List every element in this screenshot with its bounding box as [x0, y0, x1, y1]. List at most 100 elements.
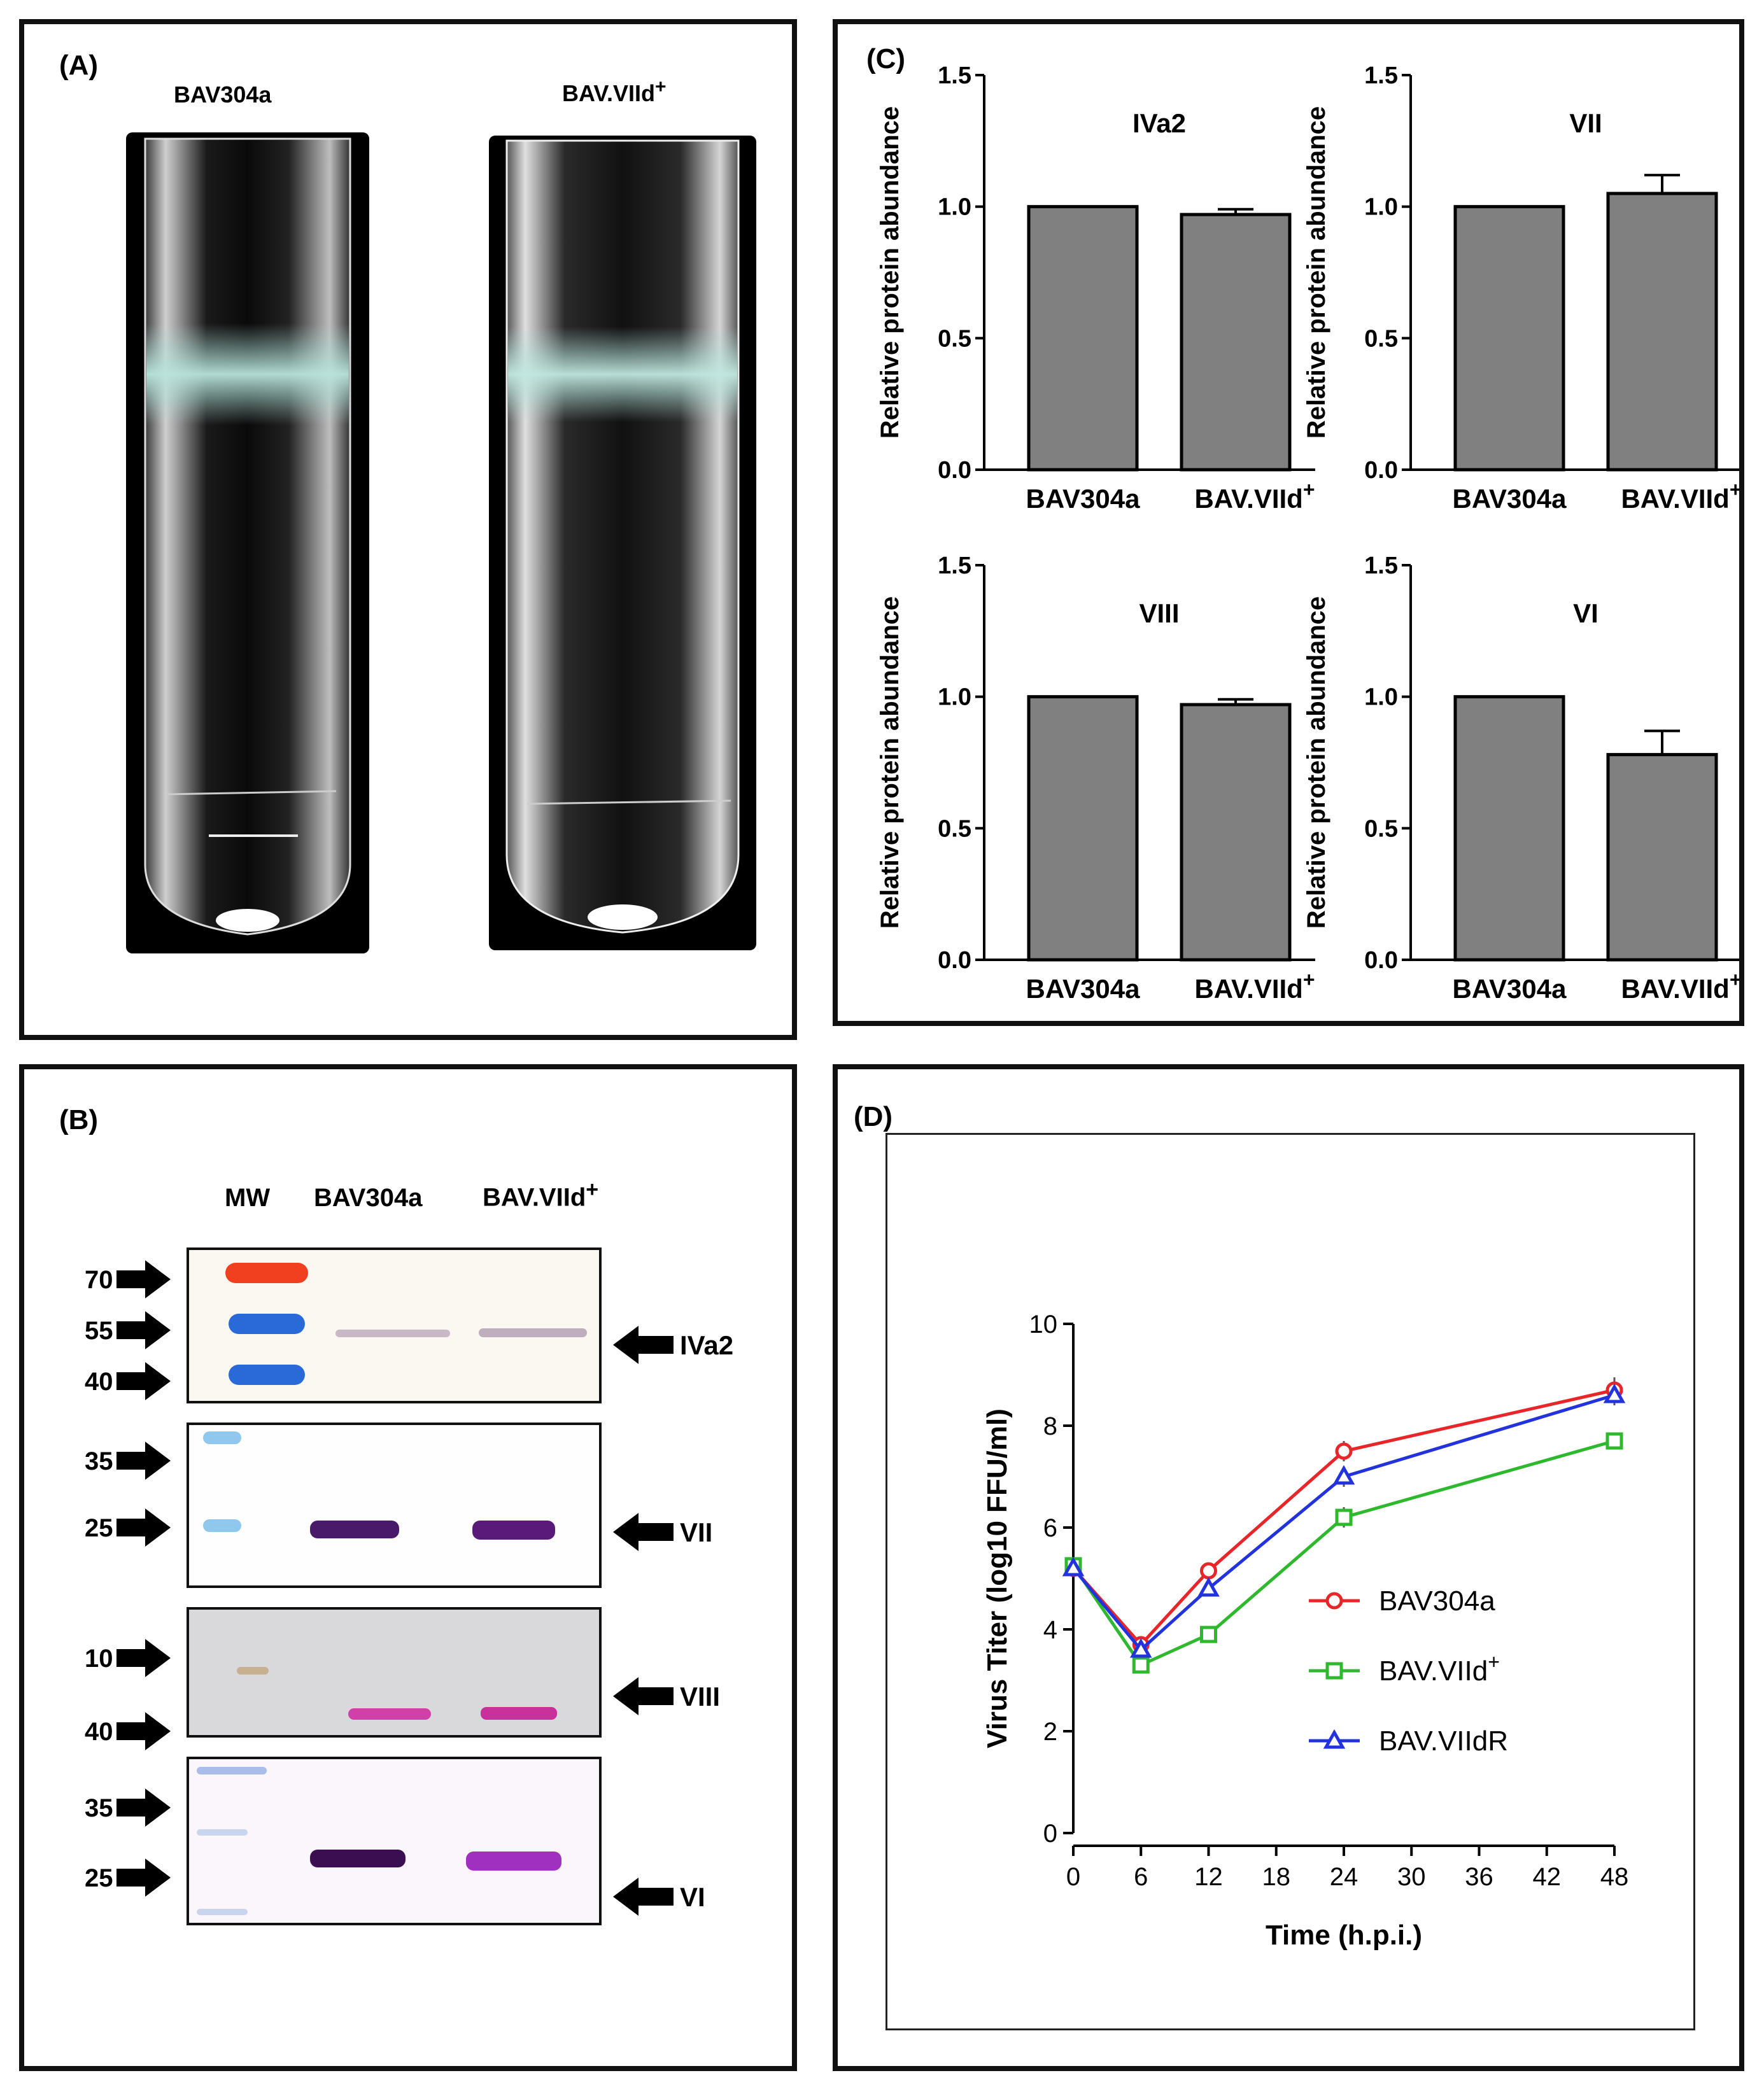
y-axis-label: Relative protein abundance — [876, 106, 904, 439]
y-tick-label: 1.5 — [938, 62, 971, 89]
chart-title: IVa2 — [1132, 108, 1186, 138]
y-tick-label: 1.5 — [1364, 62, 1398, 89]
marker-band-35 — [203, 1431, 241, 1444]
blot-annotations-vii: 35 25 VII — [85, 1442, 712, 1551]
x-tick-label: BAV304a — [1026, 484, 1141, 514]
data-point — [1603, 1383, 1626, 1403]
panel-b-annotations: 70 55 40 IVa2 35 25 VII 10 VIII 40 35 25 VI — [85, 1260, 733, 1916]
y-tick-label: 1.0 — [1364, 684, 1398, 711]
x-tick-label: 6 — [1134, 1863, 1148, 1891]
y-tick-label: 0.0 — [1364, 947, 1398, 974]
col-mw-label: MW — [225, 1184, 271, 1212]
marker-band-10 — [237, 1667, 269, 1675]
sample-band-vii-1 — [310, 1521, 399, 1538]
marker-arrow-icon — [116, 1260, 171, 1298]
y-tick-label: 1.0 — [938, 194, 971, 221]
x-tick-label: 18 — [1262, 1863, 1291, 1891]
x-tick-label: BAV.VIId+ — [1194, 478, 1315, 514]
blot-annotations-viii: 10 VIII — [85, 1639, 720, 1715]
protein-label-iva2: IVa2 — [680, 1330, 733, 1360]
marker-arrow-icon — [116, 1639, 171, 1677]
bar-bav304a — [1453, 205, 1565, 472]
legend-item: BAV304a — [1309, 1585, 1495, 1617]
x-tick-label-sup: + — [1303, 478, 1315, 501]
marker-band-35b — [197, 1829, 248, 1836]
protein-arrow-icon — [613, 1326, 674, 1364]
bar-chart-viii: Relative protein abundance 0.0 0.5 1.0 1.5 VI… — [876, 552, 1315, 1004]
legend-label-base: BAV.VIId — [1379, 1655, 1488, 1687]
marker-band-25 — [203, 1519, 241, 1532]
x-tick-label: BAV304a — [1453, 484, 1567, 514]
protein-arrow-icon — [613, 1513, 674, 1551]
x-tick-label: 42 — [1533, 1863, 1562, 1891]
protein-label-viii: VIII — [680, 1682, 720, 1711]
data-point — [1200, 1626, 1217, 1643]
x-tick-label: BAV.VIId+ — [1621, 478, 1739, 514]
marker-arrow-icon — [116, 1859, 171, 1897]
marker-band-25b — [197, 1909, 248, 1915]
marker-arrow-icon — [116, 1362, 171, 1400]
y-axis-label: Relative protein abundance — [876, 596, 904, 929]
x-tick-label: BAV.VIId+ — [1194, 968, 1315, 1004]
marker-band-40 — [229, 1365, 305, 1385]
marker-label-55: 55 — [85, 1317, 113, 1345]
legend-marker — [1325, 1592, 1343, 1610]
bar-bav-viid — [1180, 703, 1292, 962]
chart-title: VI — [1573, 598, 1598, 628]
tube-right-drawing — [505, 139, 740, 934]
legend-label: BAV.VIIdR — [1379, 1725, 1508, 1757]
x-tick-label: BAV.VIId+ — [1621, 968, 1739, 1004]
marker-label-70: 70 — [85, 1266, 113, 1294]
y-tick-label: 1.5 — [938, 552, 971, 579]
data-point — [1335, 1442, 1353, 1460]
chart-title: VII — [1569, 108, 1602, 138]
sample-band-viii-2 — [481, 1707, 557, 1720]
sample-band-vi-1 — [310, 1850, 406, 1867]
y-tick-label: 6 — [1043, 1514, 1057, 1542]
x-tick-label-sup: + — [1303, 968, 1315, 991]
x-tick-label: BAV304a — [1026, 974, 1141, 1004]
bar-bav304a — [1027, 695, 1139, 962]
legend-label-sup: + — [1488, 1650, 1500, 1673]
tube-right-photo — [489, 136, 756, 950]
y-tick-label: 1.0 — [938, 684, 971, 711]
blot-annotations-vi: 40 35 25 VI — [85, 1712, 705, 1916]
legend-label: BAV304a — [1379, 1585, 1495, 1617]
sample-band-iva2-2 — [479, 1328, 587, 1337]
col-1-label: BAV304a — [314, 1184, 423, 1212]
bar-chart-vii: Relative protein abundance 0.0 0.5 1.0 1.5 VI… — [1302, 62, 1739, 514]
x-tick-label: 0 — [1066, 1863, 1080, 1891]
marker-arrow-icon — [116, 1788, 171, 1827]
sample-band-vi-2 — [466, 1852, 561, 1871]
blot-viii — [187, 1607, 602, 1738]
panel-d: (D) 0 2 4 6 8 10 0 6 12 18 24 30 36 42 48 Virus Titer (… — [833, 1064, 1744, 2071]
tube-left-drawing — [144, 137, 351, 936]
marker-label-25: 25 — [85, 1514, 113, 1542]
marker-arrow-icon — [116, 1508, 171, 1547]
marker-band-70 — [225, 1263, 308, 1283]
y-tick-label: 8 — [1043, 1412, 1057, 1440]
x-tick-label: 30 — [1397, 1863, 1426, 1891]
panel-c-label: (C) — [866, 43, 906, 74]
data-point — [1200, 1562, 1217, 1580]
x-tick-label: 48 — [1600, 1863, 1629, 1891]
legend-marker — [1323, 1729, 1346, 1749]
x-tick-label-base: BAV.VIId — [1621, 484, 1729, 514]
panel-c: (C) Relative protein abundance 0.0 0.5 1.0 1… — [833, 19, 1744, 1026]
data-point — [1197, 1577, 1220, 1597]
sample-band-iva2-1 — [335, 1330, 450, 1337]
panel-a: (A) BAV304a BAV.VIId+ — [19, 19, 797, 1040]
blot-iva2 — [187, 1247, 602, 1403]
col-2-label: BAV.VIId+ — [483, 1177, 598, 1212]
tube-left-label: BAV304a — [174, 81, 272, 108]
y-tick-label: 0.5 — [938, 325, 971, 352]
bar-bav304a — [1453, 695, 1565, 962]
marker-arrow-icon — [116, 1712, 171, 1750]
marker-arrow-icon — [116, 1442, 171, 1480]
bar-chart-vi: Relative protein abundance 0.0 0.5 1.0 1.5 VI… — [1302, 552, 1739, 1004]
data-point — [1062, 1556, 1085, 1577]
data-point — [1129, 1638, 1152, 1658]
legend-label: BAV.VIId+ — [1379, 1650, 1500, 1687]
marker-arrow-icon — [116, 1311, 171, 1349]
